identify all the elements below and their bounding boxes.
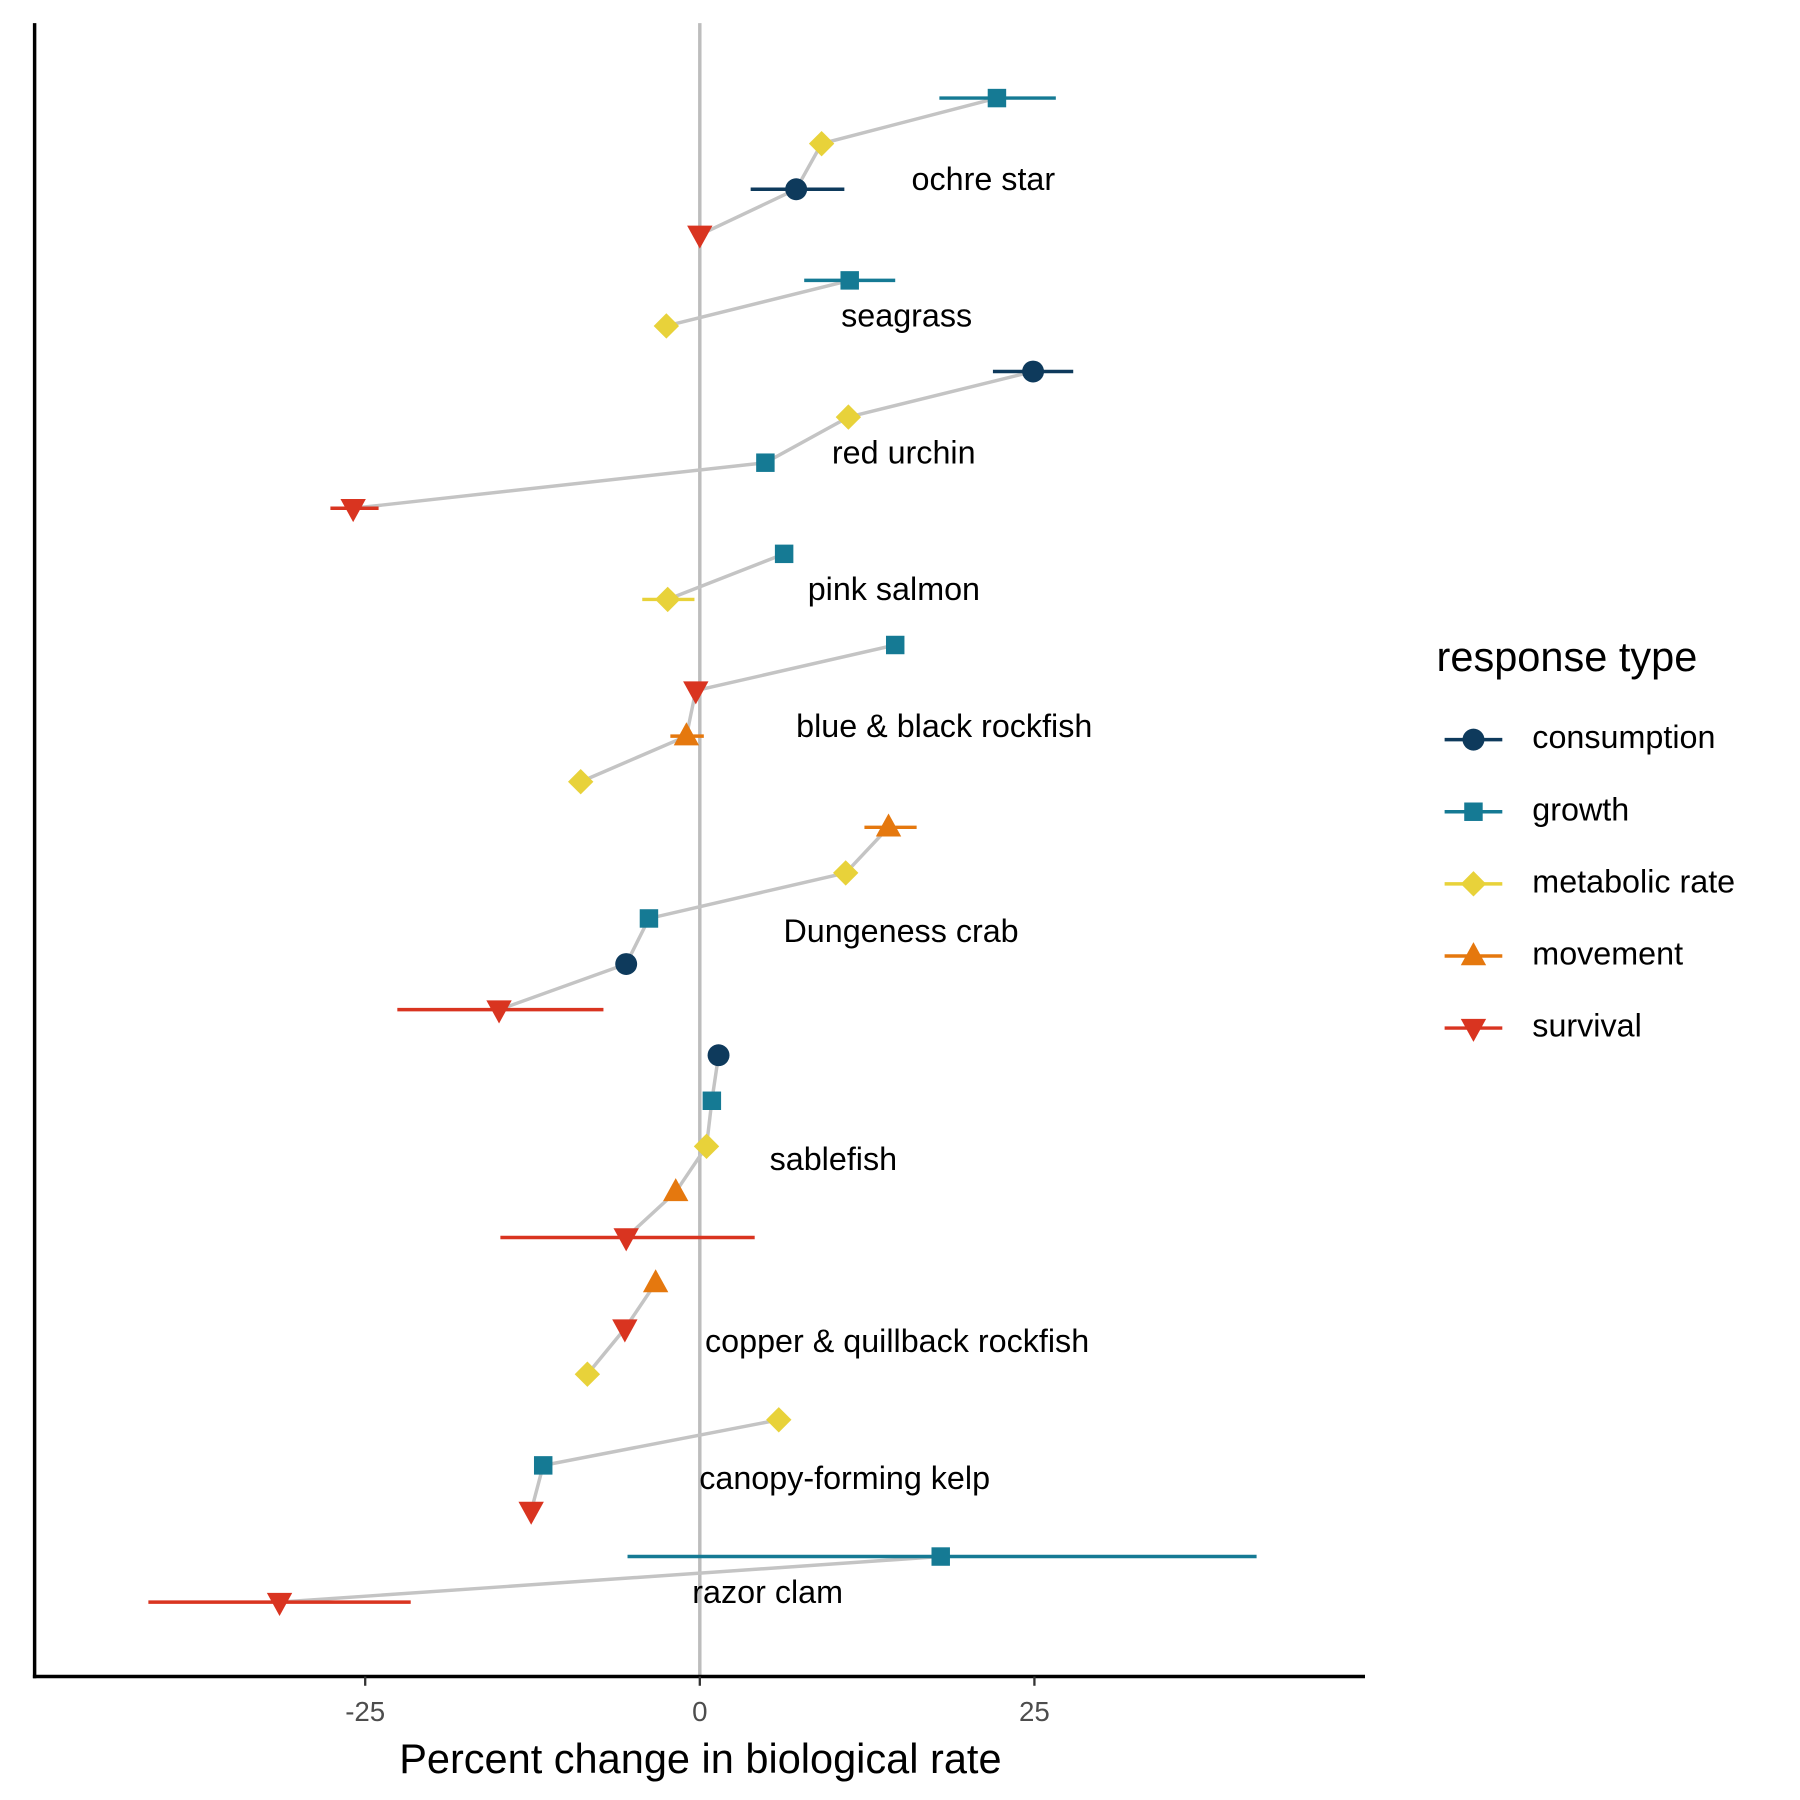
point xyxy=(533,1456,553,1475)
legend-marker xyxy=(1460,871,1487,897)
connector-line xyxy=(279,1554,941,1604)
point xyxy=(931,1547,950,1566)
group-label: ochre star xyxy=(912,161,1056,197)
point xyxy=(774,544,794,564)
connector-line xyxy=(667,552,785,602)
legend-title: response type xyxy=(1437,633,1698,680)
point xyxy=(340,499,366,523)
point xyxy=(1022,360,1045,383)
point xyxy=(642,1269,669,1293)
point xyxy=(808,130,835,157)
point xyxy=(613,1228,639,1252)
group-label: canopy-forming kelp xyxy=(699,1460,990,1496)
point xyxy=(683,681,709,705)
connector-line xyxy=(699,96,998,237)
point xyxy=(653,313,680,339)
point xyxy=(639,909,659,928)
legend-marker xyxy=(1460,1018,1487,1042)
point xyxy=(663,1178,689,1202)
point xyxy=(687,225,713,249)
connector-line xyxy=(665,278,851,328)
legend-marker xyxy=(1464,802,1483,821)
legend-label: movement xyxy=(1532,935,1683,971)
point xyxy=(835,404,862,430)
point xyxy=(567,769,594,795)
point xyxy=(707,1044,730,1067)
x-tick-label: -25 xyxy=(345,1696,385,1727)
point xyxy=(756,453,775,472)
legend-marker xyxy=(1460,942,1487,966)
point xyxy=(875,813,902,837)
point xyxy=(654,586,681,613)
point xyxy=(766,1407,792,1433)
point xyxy=(840,271,859,290)
point xyxy=(612,1319,638,1343)
point xyxy=(518,1501,544,1525)
point xyxy=(673,722,700,746)
point xyxy=(885,635,905,655)
point xyxy=(615,953,638,975)
legend-label: metabolic rate xyxy=(1532,863,1735,899)
point xyxy=(486,1000,512,1024)
connector-line xyxy=(352,369,1034,510)
group-label: blue & black rockfish xyxy=(796,708,1092,744)
x-axis-title: Percent change in biological rate xyxy=(399,1735,1001,1782)
legend-label: consumption xyxy=(1532,719,1715,755)
point xyxy=(266,1592,293,1616)
group-label: Dungeness crab xyxy=(783,913,1018,949)
x-tick-label: 25 xyxy=(1019,1696,1050,1727)
x-tick-label: 0 xyxy=(692,1696,707,1727)
point xyxy=(785,178,808,201)
point xyxy=(987,88,1007,108)
group-label: copper & quillback rockfish xyxy=(705,1323,1089,1359)
point xyxy=(693,1133,720,1160)
legend-label: survival xyxy=(1532,1008,1641,1044)
group-label: pink salmon xyxy=(808,571,980,607)
group-label: sablefish xyxy=(770,1141,897,1177)
legend-label: growth xyxy=(1532,791,1629,827)
connector-line xyxy=(580,643,896,784)
group-label: razor clam xyxy=(692,1574,843,1610)
point xyxy=(702,1091,722,1110)
legend-marker xyxy=(1462,728,1485,751)
group-label: seagrass xyxy=(841,298,972,334)
group-label: red urchin xyxy=(832,434,976,470)
